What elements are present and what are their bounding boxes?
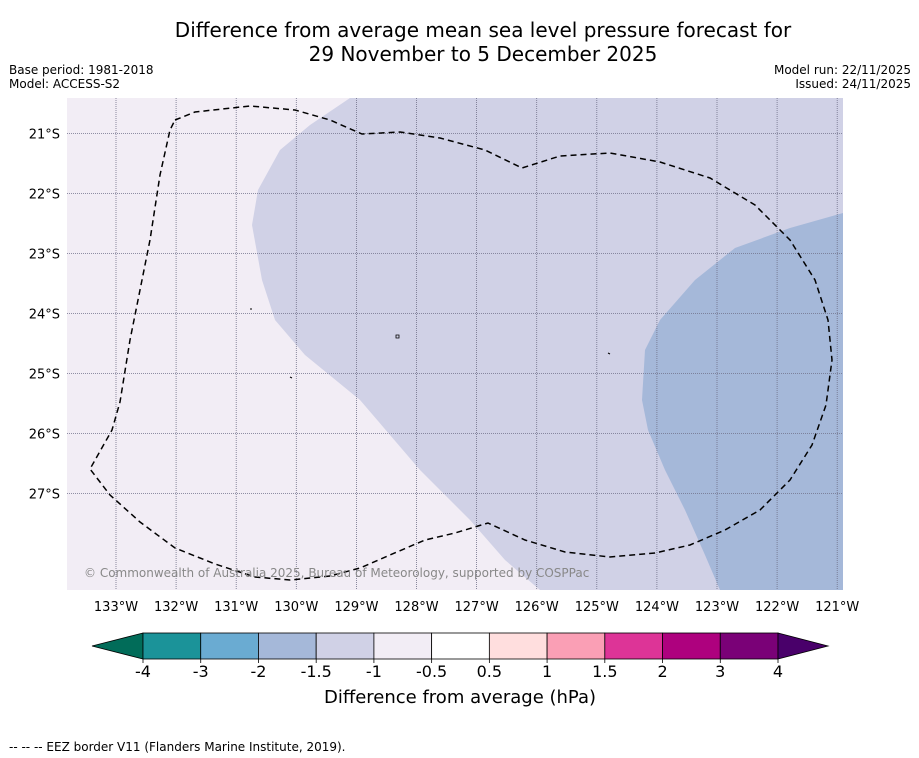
lat-label: 27°S — [29, 488, 60, 503]
colorbar-segment — [546, 632, 606, 660]
lat-label: 25°S — [29, 368, 60, 383]
meta-right: Model run: 22/11/2025 Issued: 24/11/2025 — [774, 63, 911, 91]
lat-label: 23°S — [29, 248, 60, 263]
colorbar-tick-label: -2 — [250, 662, 266, 681]
issued-date: Issued: 24/11/2025 — [795, 77, 911, 91]
colorbar-segment — [315, 632, 375, 660]
colorbar-ticks: -4 -3 -2 -1.5 -1 -0.5 0.5 1 1.5 2 3 4 — [135, 659, 783, 681]
colorbar-tick-label: -1.5 — [301, 662, 332, 681]
lat-label: 24°S — [29, 308, 60, 323]
lon-label: 124°W — [635, 600, 679, 615]
colorbar-segment — [719, 632, 779, 660]
lon-label: 125°W — [575, 600, 619, 615]
lon-label: 131°W — [214, 600, 258, 615]
model-name: Model: ACCESS-S2 — [9, 77, 121, 91]
eez-border-line — [89, 105, 833, 581]
colorbar-tick-label: 0.5 — [477, 662, 502, 681]
graticule — [67, 98, 843, 590]
lon-label: 130°W — [274, 600, 318, 615]
lon-label: 123°W — [695, 600, 739, 615]
colorbar — [91, 632, 830, 660]
lat-label: 21°S — [29, 128, 60, 143]
lat-label: 26°S — [29, 428, 60, 443]
colorbar-segment — [662, 632, 721, 660]
longitude-labels: 133°W 132°W 131°W 130°W 129°W 128°W 127°W 126°W… — [94, 600, 860, 615]
colorbar-segment — [431, 632, 490, 660]
base-period: Base period: 1981-2018 — [9, 63, 154, 77]
island-marker — [289, 376, 293, 379]
colorbar-segment — [200, 632, 259, 660]
lon-label: 127°W — [455, 600, 499, 615]
colorbar-segment — [258, 632, 317, 660]
colorbar-segment — [604, 632, 663, 660]
latitude-labels: 21°S 22°S 23°S 24°S 25°S 26°S 27°S — [29, 128, 60, 503]
colorbar-tick-label: -1 — [366, 662, 382, 681]
eez-footer-note: -- -- -- EEZ border V11 (Flanders Marine… — [9, 740, 346, 754]
colorbar-tick-label: 1.5 — [592, 662, 617, 681]
lon-label: 132°W — [154, 600, 198, 615]
island-marker — [607, 352, 611, 355]
colorbar-tick-label: 4 — [773, 662, 783, 681]
map-title: Difference from average mean sea level p… — [0, 18, 919, 66]
lon-label: 126°W — [515, 600, 559, 615]
colorbar-segment — [142, 632, 202, 660]
map-panel: © Commonwealth of Australia 2025, Bureau… — [67, 98, 843, 590]
colorbar-tick-label: -3 — [193, 662, 209, 681]
colorbar-segment — [373, 632, 433, 660]
lon-label: 122°W — [755, 600, 799, 615]
model-run: Model run: 22/11/2025 — [773, 63, 911, 77]
colorbar-tick-label: 1 — [542, 662, 552, 681]
colorbar-label: Difference from average (hPa) — [324, 687, 596, 708]
island-marker — [395, 334, 400, 339]
colorbar-tick-label: -4 — [135, 662, 151, 681]
title-line-1: Difference from average mean sea level p… — [174, 18, 792, 42]
colorbar-tick-label: 2 — [657, 662, 667, 681]
lon-label: 128°W — [394, 600, 438, 615]
colorbar-under-arrow — [91, 632, 144, 660]
colorbar-over-arrow — [777, 632, 830, 660]
anomaly-region-strong — [642, 213, 843, 590]
lat-label: 22°S — [29, 188, 60, 203]
lon-label: 133°W — [94, 600, 138, 615]
colorbar-tick-label: 3 — [715, 662, 725, 681]
lon-label: 121°W — [815, 600, 859, 615]
meta-left: Base period: 1981-2018 Model: ACCESS-S2 — [9, 63, 154, 91]
copyright-note: © Commonwealth of Australia 2025, Bureau… — [84, 566, 589, 580]
colorbar-segment — [488, 632, 548, 660]
title-line-2: 29 November to 5 December 2025 — [308, 42, 658, 66]
colorbar-tick-label: -0.5 — [416, 662, 447, 681]
lon-label: 129°W — [334, 600, 378, 615]
